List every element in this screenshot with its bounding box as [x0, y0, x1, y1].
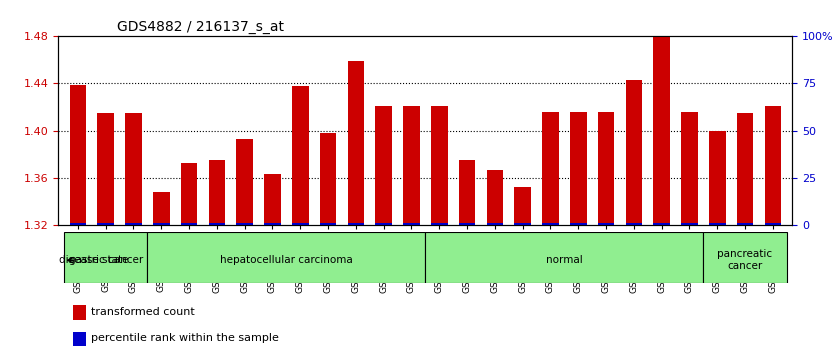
Bar — [64, 232, 148, 283]
Bar — [208, 160, 225, 225]
Text: percentile rank within the sample: percentile rank within the sample — [92, 333, 279, 343]
Bar — [459, 160, 475, 225]
Bar — [736, 113, 753, 225]
Bar — [431, 106, 448, 225]
Bar — [626, 223, 642, 225]
Text: transformed count: transformed count — [92, 307, 195, 317]
Bar — [570, 223, 586, 225]
Bar — [236, 139, 253, 225]
Bar — [736, 223, 753, 225]
Bar — [570, 112, 586, 225]
Bar — [515, 223, 531, 225]
Text: gastric cancer: gastric cancer — [68, 255, 143, 265]
Bar — [486, 170, 503, 225]
Bar — [431, 223, 448, 225]
Bar — [98, 223, 114, 225]
Bar — [181, 163, 198, 225]
Bar — [403, 223, 420, 225]
Bar — [125, 113, 142, 225]
Bar — [319, 223, 336, 225]
Bar — [681, 223, 698, 225]
Bar — [319, 133, 336, 225]
Bar — [153, 223, 169, 225]
Bar — [703, 232, 786, 283]
Bar — [542, 223, 559, 225]
Bar — [515, 187, 531, 225]
Bar — [425, 232, 703, 283]
Bar — [153, 192, 169, 225]
Bar — [709, 131, 726, 225]
Bar — [598, 112, 615, 225]
Bar — [73, 331, 86, 346]
Text: normal: normal — [546, 255, 583, 265]
Bar — [459, 223, 475, 225]
Bar — [765, 223, 781, 225]
Bar — [709, 223, 726, 225]
Bar — [125, 223, 142, 225]
Bar — [375, 106, 392, 225]
Bar — [148, 232, 425, 283]
Bar — [348, 61, 364, 225]
Bar — [73, 305, 86, 320]
Bar — [181, 223, 198, 225]
Bar — [69, 223, 86, 225]
Bar — [292, 223, 309, 225]
Text: disease state: disease state — [59, 255, 128, 265]
Bar — [98, 113, 114, 225]
Bar — [765, 106, 781, 225]
Bar — [486, 223, 503, 225]
Bar — [403, 106, 420, 225]
Bar — [681, 112, 698, 225]
Bar — [264, 174, 281, 225]
Bar — [208, 223, 225, 225]
Bar — [236, 223, 253, 225]
Text: pancreatic
cancer: pancreatic cancer — [717, 249, 772, 271]
Bar — [626, 80, 642, 225]
Text: GDS4882 / 216137_s_at: GDS4882 / 216137_s_at — [117, 20, 284, 34]
Bar — [292, 86, 309, 225]
Bar — [348, 223, 364, 225]
Bar — [653, 36, 670, 225]
Bar — [69, 85, 86, 225]
Bar — [375, 223, 392, 225]
Text: hepatocellular carcinoma: hepatocellular carcinoma — [220, 255, 353, 265]
Bar — [542, 112, 559, 225]
Bar — [264, 223, 281, 225]
Bar — [598, 223, 615, 225]
Bar — [653, 223, 670, 225]
